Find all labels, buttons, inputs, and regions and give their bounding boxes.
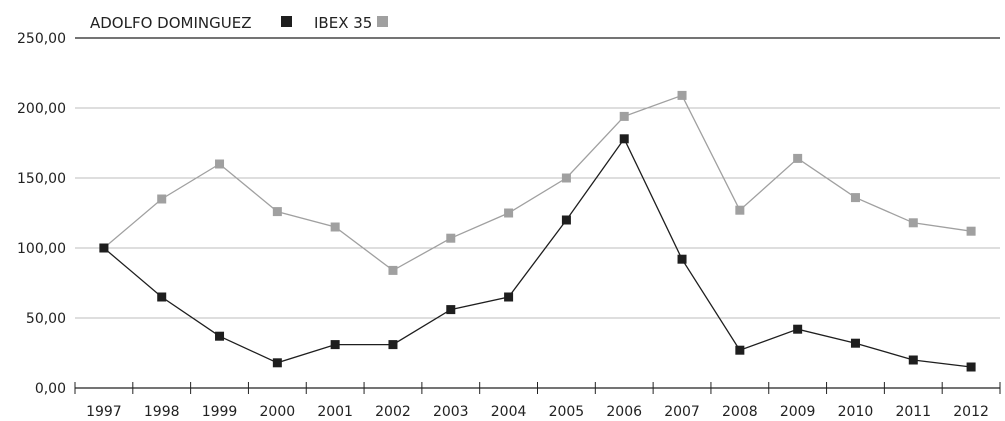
data-point xyxy=(330,340,340,350)
x-tick-label: 1998 xyxy=(144,404,180,420)
data-point xyxy=(561,215,571,225)
gridlines xyxy=(75,37,1000,319)
legend-marker-ibex-35 xyxy=(377,16,388,27)
y-tick-label: 150,00 xyxy=(17,171,66,187)
x-axis-tick-labels: 1997 1998 1999 2000 2001 2002 2003 2004 2005 2006… xyxy=(86,404,989,420)
data-point xyxy=(446,305,456,315)
data-point xyxy=(330,222,340,232)
data-point xyxy=(215,331,225,341)
data-point xyxy=(388,340,398,350)
series-line xyxy=(103,94,972,272)
data-point xyxy=(99,243,109,253)
x-tick-label: 2001 xyxy=(317,404,353,420)
y-tick-label: 0,00 xyxy=(35,381,66,397)
data-point xyxy=(677,90,687,100)
data-point xyxy=(157,194,167,204)
y-tick-label: 250,00 xyxy=(17,31,66,47)
data-point xyxy=(735,345,745,355)
y-tick-label: 200,00 xyxy=(17,101,66,117)
data-point xyxy=(793,153,803,163)
x-tick-label: 2009 xyxy=(780,404,816,420)
series-line xyxy=(103,137,972,368)
y-tick-label: 100,00 xyxy=(17,241,66,257)
data-point xyxy=(966,226,976,236)
data-point xyxy=(561,173,571,183)
data-point xyxy=(504,208,514,218)
data-point xyxy=(446,233,456,243)
x-tick-label: 2007 xyxy=(664,404,700,420)
x-tick-label: 2011 xyxy=(895,404,931,420)
data-point xyxy=(677,254,687,264)
x-tick-label: 2004 xyxy=(491,404,527,420)
data-point xyxy=(735,205,745,215)
x-tick-label: 2000 xyxy=(260,404,296,420)
x-tick-label: 1999 xyxy=(202,404,238,420)
x-tick-label: 2010 xyxy=(838,404,874,420)
data-point xyxy=(850,338,860,348)
data-point xyxy=(272,358,282,368)
data-point xyxy=(908,355,918,365)
data-point xyxy=(388,265,398,275)
y-tick-label: 50,00 xyxy=(26,311,66,327)
x-axis xyxy=(74,382,1001,394)
y-axis-tick-labels: 0,00 50,00 100,00 150,00 200,00 250,00 xyxy=(17,31,66,397)
x-tick-label: 2005 xyxy=(549,404,585,420)
legend: ADOLFO DOMINGUEZ IBEX 35 xyxy=(90,14,388,32)
series-ibex-35 xyxy=(99,90,976,275)
data-point xyxy=(157,292,167,302)
legend-marker-adolfo-dominguez xyxy=(281,16,292,27)
data-point xyxy=(215,159,225,169)
x-tick-label: 2012 xyxy=(953,404,989,420)
data-point xyxy=(966,362,976,372)
data-point xyxy=(908,218,918,228)
x-tick-label: 2003 xyxy=(433,404,469,420)
series xyxy=(99,90,976,372)
x-tick-label: 1997 xyxy=(86,404,122,420)
legend-label-ibex-35: IBEX 35 xyxy=(314,14,372,32)
x-tick-label: 2008 xyxy=(722,404,758,420)
data-point xyxy=(272,207,282,217)
data-point xyxy=(793,324,803,334)
data-point xyxy=(619,134,629,144)
legend-label-adolfo-dominguez: ADOLFO DOMINGUEZ xyxy=(90,14,251,32)
data-point xyxy=(619,111,629,121)
x-tick-label: 2006 xyxy=(606,404,642,420)
data-point xyxy=(850,193,860,203)
x-tick-label: 2002 xyxy=(375,404,411,420)
series-adolfo-dominguez xyxy=(99,134,976,372)
data-point xyxy=(504,292,514,302)
